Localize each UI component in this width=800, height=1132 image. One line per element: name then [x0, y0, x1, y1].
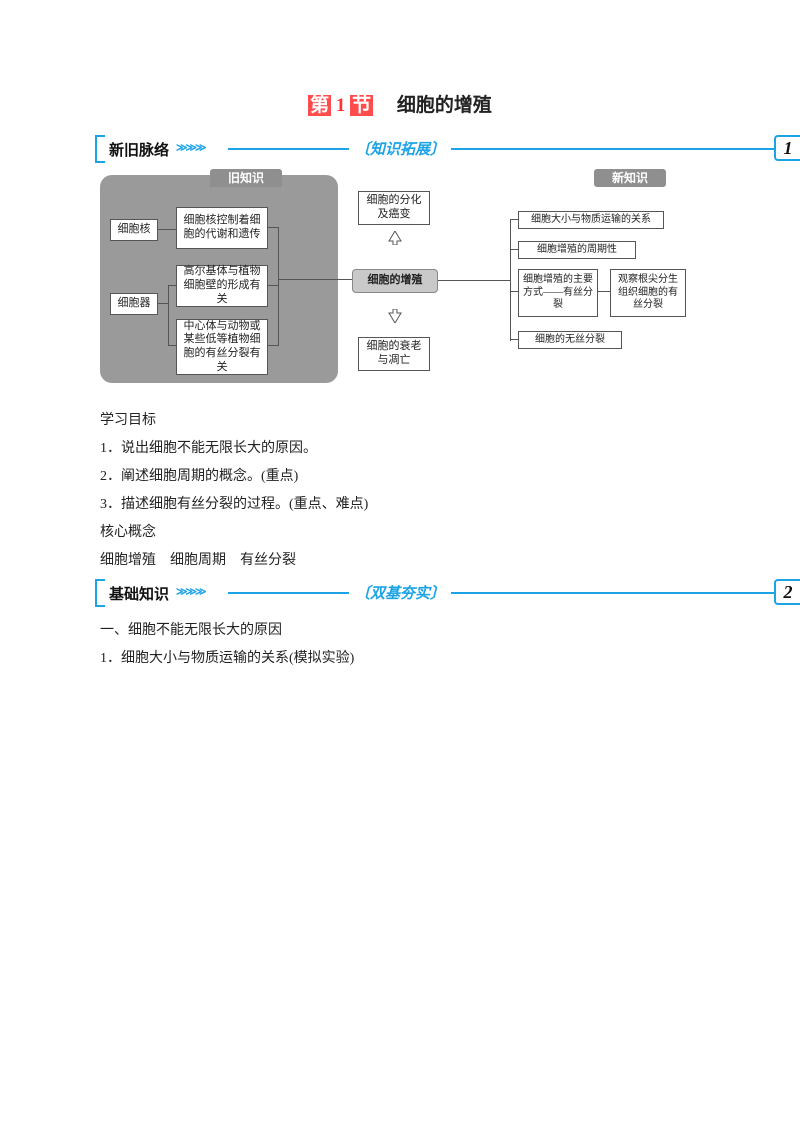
- node-old-desc2: 高尔基体与植物细胞壁的形成有关: [176, 265, 268, 307]
- chevron-icon: ≫≫≫: [176, 141, 205, 154]
- section-mid: 〔知识拓展〕: [349, 138, 451, 159]
- node-new5: 细胞的无丝分裂: [518, 331, 622, 349]
- connector: [510, 219, 511, 341]
- arrow-up-icon: [388, 231, 402, 245]
- section-line: [228, 148, 800, 150]
- connector: [278, 279, 352, 280]
- body-text-1: 学习目标 1．说出细胞不能无限长大的原因。 2．阐述细胞周期的概念。(重点) 3…: [100, 407, 700, 575]
- connector: [510, 249, 518, 250]
- new-knowledge-title: 新知识: [594, 169, 666, 187]
- node-old-desc1: 细胞核控制着细胞的代谢和遗传: [176, 207, 268, 249]
- node-center: 细胞的增殖: [352, 269, 438, 293]
- connector: [268, 285, 278, 286]
- goal-1: 1．说出细胞不能无限长大的原因。: [100, 435, 700, 463]
- heading-core: 核心概念: [100, 519, 700, 547]
- connector: [168, 285, 176, 286]
- section-mid: 〔双基夯实〕: [349, 582, 451, 603]
- connector: [278, 227, 279, 346]
- node-top: 细胞的分化及癌变: [358, 191, 430, 225]
- page-title: 第 1 节 细胞的增殖: [0, 0, 800, 129]
- section-label: 基础知识: [105, 581, 173, 605]
- node-old-desc3: 中心体与动物或某些低等植物细胞的有丝分裂有关: [176, 319, 268, 375]
- chevron-icon: ≫≫≫: [176, 585, 205, 598]
- connector: [168, 285, 169, 345]
- bracket-icon: [95, 135, 105, 163]
- section-num: 2: [774, 579, 800, 605]
- node-new2: 细胞增殖的周期性: [518, 241, 636, 259]
- node-new4: 观察根尖分生组织细胞的有丝分裂: [610, 269, 686, 317]
- connector: [598, 291, 610, 292]
- section-bar-2: 基础知识 ≫≫≫ 〔双基夯实〕 2: [0, 579, 800, 607]
- node-new3: 细胞增殖的主要方式——有丝分裂: [518, 269, 598, 317]
- connector: [510, 291, 518, 292]
- title-mid: 节: [350, 95, 373, 116]
- goal-2: 2．阐述细胞周期的概念。(重点): [100, 463, 700, 491]
- connector: [510, 219, 518, 220]
- title-rest: 细胞的增殖: [378, 95, 492, 116]
- section-bar-1: 新旧脉络 ≫≫≫ 〔知识拓展〕 1: [0, 135, 800, 163]
- connector: [504, 280, 510, 281]
- body-text-2: 一、细胞不能无限长大的原因 1．细胞大小与物质运输的关系(模拟实验): [100, 617, 700, 673]
- concept-diagram: 旧知识 细胞核 细胞器 细胞核控制着细胞的代谢和遗传 高尔基体与植物细胞壁的形成…: [100, 169, 700, 395]
- title-num: 1: [336, 95, 346, 116]
- heading-goals: 学习目标: [100, 407, 700, 435]
- connector: [510, 339, 518, 340]
- connector: [168, 345, 176, 346]
- section-num: 1: [774, 135, 800, 161]
- connector: [268, 227, 278, 228]
- node-organelle: 细胞器: [110, 293, 158, 315]
- node-bottom: 细胞的衰老与凋亡: [358, 337, 430, 371]
- node-new1: 细胞大小与物质运输的关系: [518, 211, 664, 229]
- core-concepts: 细胞增殖 细胞周期 有丝分裂: [100, 547, 700, 575]
- section-label: 新旧脉络: [105, 137, 173, 161]
- connector: [438, 280, 504, 281]
- arrow-down-icon: [388, 309, 402, 323]
- node-cell-nucleus: 细胞核: [110, 219, 158, 241]
- title-prefix: 第: [308, 95, 331, 116]
- heading-sec-a: 一、细胞不能无限长大的原因: [100, 617, 700, 645]
- old-knowledge-title: 旧知识: [210, 169, 282, 187]
- connector: [158, 303, 168, 304]
- goal-3: 3．描述细胞有丝分裂的过程。(重点、难点): [100, 491, 700, 519]
- connector: [268, 345, 278, 346]
- section-line: [228, 592, 800, 594]
- connector: [158, 229, 176, 230]
- item-a1: 1．细胞大小与物质运输的关系(模拟实验): [100, 645, 700, 673]
- bracket-icon: [95, 579, 105, 607]
